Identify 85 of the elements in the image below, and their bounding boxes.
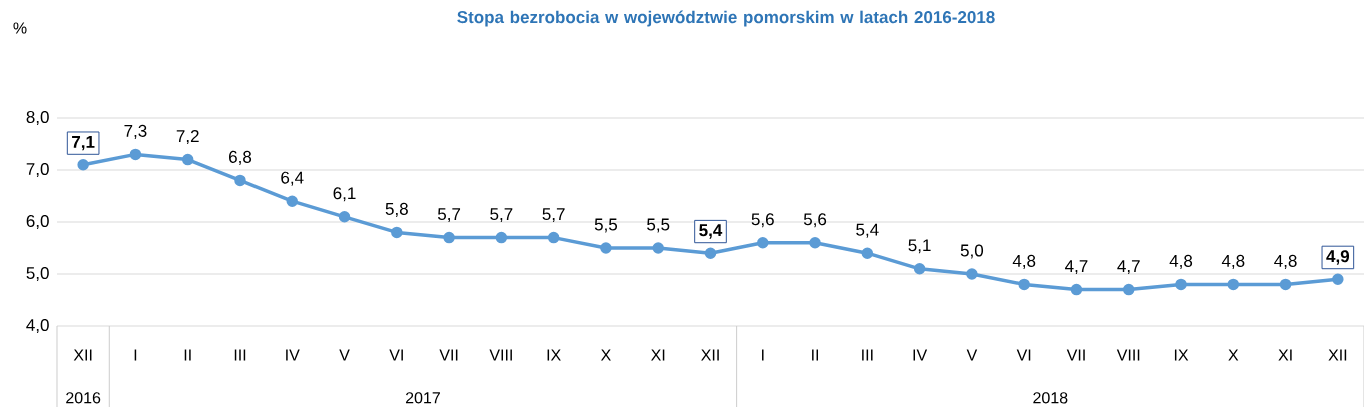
x-tick-label: XII	[701, 349, 719, 361]
data-label: 5,4	[856, 223, 879, 238]
data-label: 4,8	[1012, 254, 1036, 269]
x-tick-label: IV	[913, 349, 928, 361]
x-tick-label: III	[862, 349, 873, 361]
x-tick-label: XI	[651, 349, 665, 361]
x-tick-label: I	[134, 349, 137, 361]
x-tick-label: IX	[1174, 349, 1189, 361]
point	[861, 247, 874, 259]
point	[966, 268, 978, 280]
point	[913, 263, 926, 275]
y-axis-title: %	[13, 22, 27, 34]
data-label: 4,8	[1274, 254, 1297, 269]
y-tick-label: 5,0	[26, 266, 49, 282]
x-tick-label: II	[184, 349, 191, 361]
x-tick-label: X	[600, 349, 611, 361]
data-label: 4,8	[1221, 254, 1245, 269]
data-label: 5,5	[647, 218, 670, 233]
text: 2016	[66, 392, 101, 404]
point	[704, 247, 717, 259]
point	[338, 211, 351, 223]
x-tick-label: VII	[1066, 349, 1085, 361]
x-tick-label: II	[812, 349, 819, 361]
x-tick-label: I	[762, 349, 764, 361]
x-tick-label: V	[966, 349, 978, 361]
x-tick-label: XI	[1278, 349, 1292, 361]
x-tick-label: X	[1228, 349, 1239, 361]
point	[1070, 283, 1083, 296]
x-tick-label: XII	[1328, 349, 1347, 361]
x-tick-label: III	[234, 349, 246, 361]
point	[129, 148, 142, 161]
data-label: 5,1	[908, 239, 931, 254]
point	[1332, 273, 1344, 285]
text: 2018	[1033, 392, 1068, 404]
y-tick-label: 7,0	[26, 162, 49, 178]
data-label: 4,7	[1117, 260, 1140, 275]
data-label: 5,7	[490, 208, 513, 223]
point	[1175, 278, 1187, 291]
data-label: 7,2	[176, 130, 199, 145]
x-tick-label: IX	[547, 349, 561, 361]
point	[1227, 278, 1240, 291]
data-label: 6,4	[281, 171, 304, 186]
chart-title: Stopa bezrobocia w województwie pomorskim w latach 2016-2018	[457, 10, 995, 27]
x-tick-label: VI	[1016, 349, 1031, 361]
x-tick-label: VII	[439, 349, 458, 361]
data-label: 7,3	[124, 124, 147, 139]
point	[181, 153, 194, 166]
y-tick-label: 6,0	[26, 214, 49, 230]
point	[547, 231, 560, 244]
data-label: 5,4	[699, 224, 723, 239]
point	[391, 226, 403, 239]
x-tick-label: VIII	[489, 349, 512, 361]
point	[77, 159, 89, 171]
point	[1123, 283, 1135, 296]
text: 2017	[405, 392, 440, 404]
data-label: 5,6	[751, 213, 774, 228]
x-tick-label: XII	[73, 349, 92, 361]
point	[757, 237, 769, 249]
x-tick-label: VIII	[1116, 349, 1140, 361]
data-label: 5,8	[385, 202, 408, 217]
x-tick-label: VI	[389, 349, 403, 361]
data-label: 6,1	[333, 187, 356, 202]
data-label: 6,8	[229, 150, 252, 165]
x-tick-label: V	[339, 349, 350, 361]
data-label: 4,9	[1326, 250, 1350, 265]
point	[443, 231, 455, 244]
y-tick-label: 8,0	[26, 110, 49, 126]
data-label: 5,0	[960, 244, 984, 259]
point	[809, 237, 821, 249]
point	[1018, 278, 1030, 291]
point	[600, 242, 612, 254]
data-label: 5,5	[594, 218, 618, 233]
point	[286, 195, 298, 207]
data-label: 7,1	[72, 135, 95, 151]
y-tick-label: 4,0	[26, 318, 49, 334]
data-label: 5,7	[542, 208, 565, 223]
point	[234, 174, 246, 187]
data-label: 4,8	[1169, 254, 1193, 269]
data-label: 5,6	[803, 213, 827, 228]
data-label: 4,7	[1065, 260, 1088, 275]
data-label: 5,7	[437, 208, 461, 223]
point	[1279, 278, 1292, 291]
x-tick-label: IV	[286, 349, 300, 361]
point	[495, 231, 508, 244]
point	[652, 242, 664, 254]
